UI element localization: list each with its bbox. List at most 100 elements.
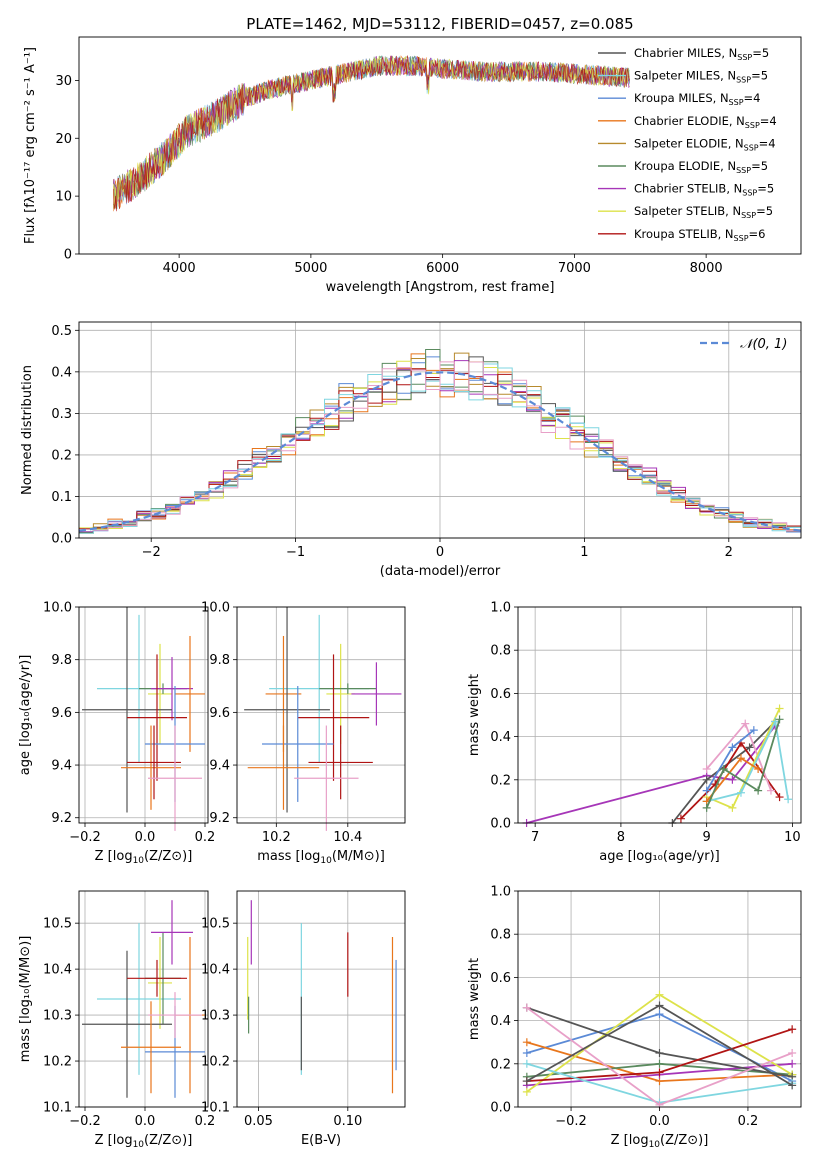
legend-label: Salpeter ELODIE, NSSP=4 — [634, 136, 776, 152]
y-tick-label: 0.6 — [490, 687, 511, 702]
weight-marker — [736, 754, 745, 763]
weight-marker — [655, 1068, 664, 1077]
legend: Chabrier MILES, NSSP=5 Salpeter MILES, NS… — [598, 46, 777, 243]
x-tick-label: 10.4 — [333, 830, 362, 845]
weight-marker — [655, 1049, 664, 1057]
x-tick-label: −0.2 — [69, 1114, 101, 1129]
y-axis-label: mass weight — [467, 674, 482, 756]
plot-area — [82, 607, 205, 831]
weight-marker — [775, 793, 784, 802]
y-tick-label: 0.4 — [51, 365, 72, 380]
weight-marker — [676, 814, 685, 823]
y-tick-label: 10.4 — [43, 963, 72, 978]
panel-age-vs-Z: −0.2 0.0 0.2 9.2 9.4 9.6 9.8 10.0 Z [log10(Z/Z⊙)… — [18, 601, 215, 867]
weight-line — [706, 718, 789, 803]
x-tick-label: 0.2 — [738, 1114, 759, 1129]
y-tick-label: 9.6 — [51, 706, 72, 721]
x-tick-label: 0.0 — [135, 830, 156, 845]
panel-weight-vs-Z: −0.2 0.0 0.2 0.0 0.2 0.4 0.6 0.8 1.0 Z [log10(Z/Z… — [467, 885, 802, 1150]
y-tick-label: 10 — [55, 190, 72, 205]
weight-marker — [775, 715, 784, 724]
y-tick-label: 0.2 — [51, 448, 72, 463]
y-tick-label: 0.8 — [490, 644, 511, 659]
weight-marker — [754, 786, 763, 795]
y-tick-label: 1.0 — [490, 601, 511, 616]
weight-marker — [736, 788, 745, 797]
y-tick-label: 0.4 — [490, 730, 511, 745]
panel-mass-vs-ebv: 0.05 0.10 10.1 10.2 10.3 10.4 10.5 E(B-V) — [201, 890, 406, 1148]
y-tick-label: 10.5 — [43, 917, 72, 932]
x-tick-label: 0.2 — [195, 1114, 216, 1129]
y-tick-label: 0.1 — [51, 490, 72, 505]
plot-area — [522, 704, 793, 827]
y-tick-label: 10.1 — [43, 1101, 72, 1116]
weight-marker — [788, 1081, 797, 1090]
x-tick-label: 8000 — [690, 261, 723, 276]
x-tick-label: 0.2 — [195, 830, 216, 845]
weight-marker — [702, 803, 711, 812]
x-tick-label: 0.10 — [333, 1114, 362, 1129]
weight-marker — [522, 1049, 531, 1057]
weight-marker — [745, 743, 754, 752]
x-tick-label: 10.2 — [262, 830, 291, 845]
weight-marker — [655, 1001, 664, 1010]
x-tick-label: 8 — [617, 830, 625, 845]
y-tick-label: 10.1 — [201, 1101, 230, 1116]
weight-marker — [788, 1049, 797, 1057]
panel-mass-vs-Z: −0.2 0.0 0.2 10.1 10.2 10.3 10.4 10.5 Z [log10(Z… — [18, 890, 216, 1150]
y-tick-label: 10.3 — [43, 1009, 72, 1024]
y-tick-label: 0 — [64, 248, 72, 263]
y-tick-label: 0.5 — [51, 324, 72, 339]
x-axis-label: wavelength [Angstrom, rest frame] — [326, 280, 555, 295]
y-tick-label: 9.8 — [209, 653, 230, 668]
legend-label: Chabrier ELODIE, NSSP=4 — [634, 114, 777, 130]
axes-frame — [78, 890, 209, 1108]
legend-label: 𝒩(0, 1) — [740, 337, 787, 352]
y-tick-label: 9.8 — [51, 653, 72, 668]
y-tick-label: 9.6 — [209, 706, 230, 721]
x-axis-label: age [log₁₀(age/yr)] — [599, 849, 720, 864]
weight-marker — [788, 1059, 797, 1068]
y-tick-label: 0.6 — [490, 971, 511, 986]
x-tick-label: 1 — [580, 545, 588, 560]
weight-marker — [655, 990, 664, 999]
panel-spectrum: 4000 5000 6000 7000 8000 0 10 20 30 wavelength [A… — [23, 36, 802, 295]
axes-frame — [236, 890, 406, 1108]
x-tick-label: 0.05 — [244, 1114, 273, 1129]
x-tick-label: 5000 — [294, 261, 327, 276]
weight-marker — [766, 786, 775, 795]
x-tick-label: 4000 — [163, 261, 196, 276]
legend-label: Chabrier MILES, NSSP=5 — [634, 46, 769, 62]
weight-marker — [741, 719, 750, 728]
axes-frame — [236, 606, 406, 824]
axes-frame — [78, 321, 802, 539]
panel-residuals: −2 −1 0 1 2 0.0 0.1 0.2 0.3 0.4 0.5 (data-model)/er… — [20, 321, 802, 579]
axes-frame — [517, 890, 802, 1108]
plot-area — [244, 607, 402, 831]
x-tick-label: 0.0 — [649, 1114, 670, 1129]
weight-marker — [522, 1087, 531, 1096]
spectrum-line — [113, 54, 630, 212]
plot-area — [113, 54, 630, 212]
plot-area — [82, 900, 205, 1098]
y-tick-label: 0.3 — [51, 407, 72, 422]
x-tick-label: −1 — [286, 545, 305, 560]
weight-marker — [655, 1010, 664, 1019]
x-tick-label: 7 — [531, 830, 539, 845]
plot-area — [522, 990, 797, 1109]
y-tick-label: 10.0 — [201, 601, 230, 616]
y-tick-label: 9.2 — [51, 811, 72, 826]
plot-area — [78, 349, 802, 534]
y-tick-label: 9.2 — [209, 811, 230, 826]
x-axis-label: Z [log10(Z/Z⊙)] — [95, 849, 193, 866]
x-tick-label: −0.2 — [555, 1114, 587, 1129]
x-tick-label: 0.0 — [135, 1114, 156, 1129]
figure-title: PLATE=1462, MJD=53112, FIBERID=0457, z=0… — [246, 15, 633, 33]
weight-marker — [728, 803, 737, 812]
x-tick-label: 2 — [725, 545, 733, 560]
y-tick-label: 0.8 — [490, 928, 511, 943]
legend-label: Kroupa MILES, NSSP=4 — [634, 91, 760, 107]
x-tick-label: 6000 — [426, 261, 459, 276]
y-axis-label: Normed distribution — [20, 365, 35, 495]
